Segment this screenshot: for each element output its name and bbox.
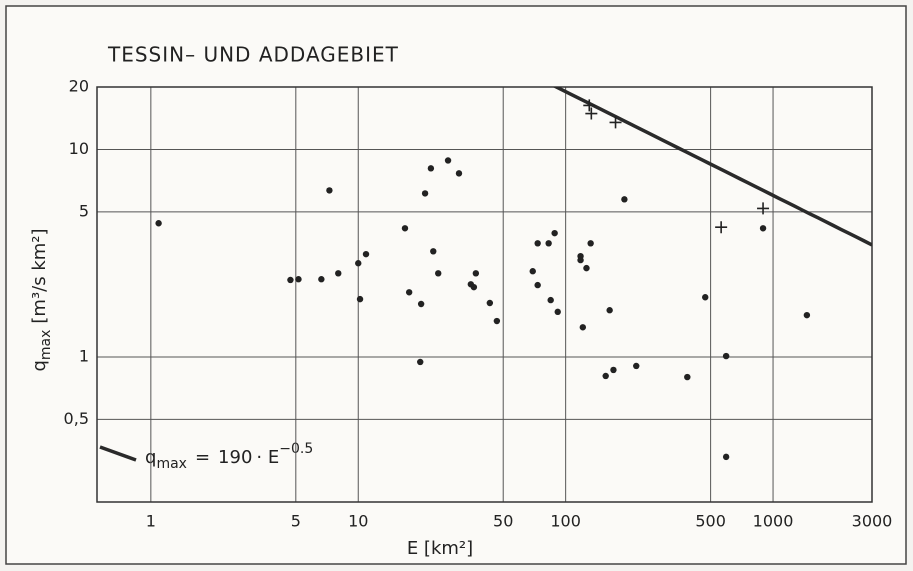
cross-marker xyxy=(757,202,770,215)
dot-marker xyxy=(602,372,609,380)
dot-marker xyxy=(421,190,429,197)
legend-line xyxy=(99,445,137,462)
dot-marker xyxy=(621,196,628,203)
dot-marker xyxy=(702,294,709,301)
dot-marker xyxy=(551,229,558,237)
chart-title: TESSIN– UND ADDAGEBIET xyxy=(107,43,399,67)
dot-marker xyxy=(534,240,541,247)
legend-equals: = xyxy=(195,447,210,468)
dot-marker xyxy=(470,283,478,291)
dot-marker xyxy=(335,270,342,277)
dot-marker xyxy=(405,289,413,296)
x-tick-label: 1 xyxy=(146,512,156,531)
y-tick-label: 0,5 xyxy=(64,409,89,428)
dot-marker xyxy=(356,295,364,303)
x-axis-label: E [km²] xyxy=(407,538,473,559)
x-tick-label: 5 xyxy=(291,512,301,531)
dot-marker xyxy=(417,358,424,366)
y-tick-label: 20 xyxy=(69,77,89,96)
fit-line xyxy=(552,87,872,247)
dot-marker xyxy=(444,157,452,164)
dot-marker xyxy=(155,220,162,227)
dot-marker xyxy=(401,225,409,232)
dot-marker xyxy=(547,296,554,304)
y-label-subscript: max xyxy=(38,330,54,361)
dot-marker xyxy=(417,300,425,308)
dot-marker xyxy=(579,324,587,331)
legend-text: qmax = 190 · E−0.5 xyxy=(145,441,313,472)
legend-subscript: max xyxy=(156,456,187,472)
dot-marker xyxy=(486,299,494,307)
dot-marker xyxy=(577,256,584,264)
dot-marker xyxy=(606,307,613,314)
y-tick-label: 1 xyxy=(79,346,89,365)
dot-marker xyxy=(529,268,536,275)
plot-frame xyxy=(96,86,873,503)
dot-marker xyxy=(455,170,463,177)
x-tick-label: 3000 xyxy=(852,512,893,531)
legend-coefficient: 190 xyxy=(218,447,252,468)
dot-marker xyxy=(583,264,590,272)
legend-times: · E xyxy=(256,447,279,468)
dot-marker xyxy=(803,311,811,319)
dot-marker xyxy=(295,276,302,283)
x-tick-label: 500 xyxy=(695,512,726,531)
x-tick-label: 50 xyxy=(493,512,513,531)
dot-marker xyxy=(493,317,501,325)
dot-marker xyxy=(472,270,480,277)
dot-marker xyxy=(362,250,370,258)
dot-marker xyxy=(722,453,730,461)
dot-marker xyxy=(534,281,541,289)
dot-marker xyxy=(427,165,435,172)
dot-marker xyxy=(545,240,552,247)
dot-marker xyxy=(355,260,362,267)
x-tick-label: 1000 xyxy=(753,512,794,531)
dot-marker xyxy=(759,225,767,232)
cross-marker xyxy=(715,221,728,234)
dot-marker xyxy=(684,373,691,381)
cross-marker xyxy=(583,99,596,112)
dot-marker xyxy=(610,366,617,374)
dot-marker xyxy=(318,276,325,283)
y-tick-label: 5 xyxy=(79,201,89,220)
legend: qmax = 190 · E−0.5 xyxy=(99,441,313,472)
dot-marker xyxy=(587,240,594,247)
dot-marker xyxy=(287,276,294,284)
dot-marker xyxy=(326,187,333,194)
dot-marker xyxy=(435,270,442,277)
dot-marker xyxy=(633,362,640,370)
y-tick-label: 10 xyxy=(69,139,89,158)
y-label-unit: [m³/s km²] xyxy=(29,228,50,323)
dot-marker xyxy=(722,352,730,360)
cross-marker xyxy=(585,107,598,120)
cross-marker xyxy=(609,116,622,129)
y-axis-label: qmax [m³/s km²] xyxy=(29,228,54,371)
dot-marker xyxy=(554,308,561,316)
frame xyxy=(5,5,907,565)
dot-marker xyxy=(430,248,437,255)
y-label-symbol: q xyxy=(29,360,50,371)
x-tick-label: 10 xyxy=(348,512,368,531)
x-tick-label: 100 xyxy=(550,512,581,531)
